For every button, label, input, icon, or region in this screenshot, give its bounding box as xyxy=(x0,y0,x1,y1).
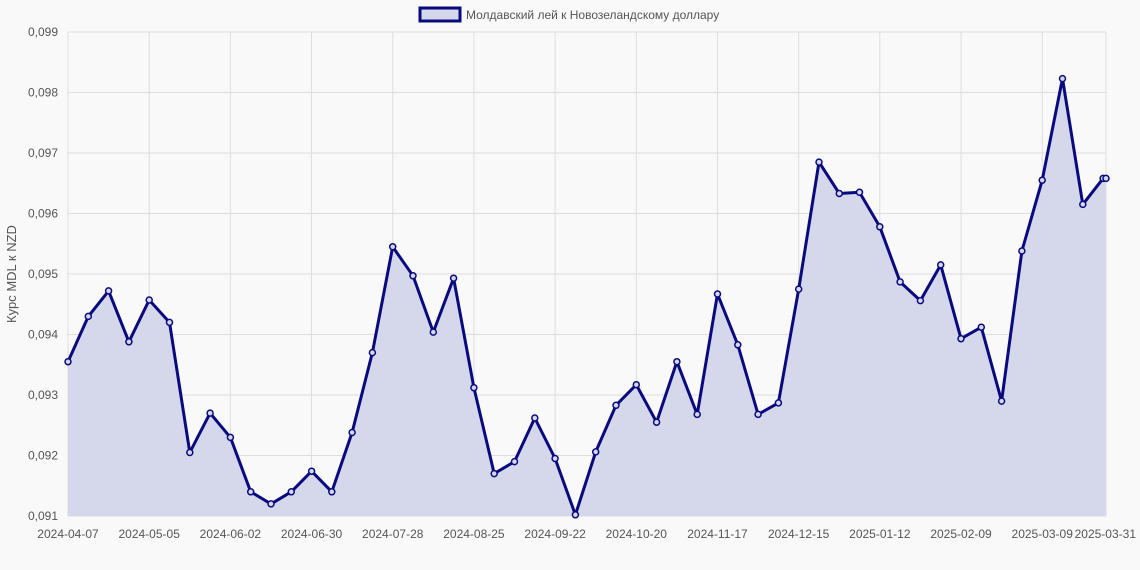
data-point xyxy=(287,488,296,496)
data-point xyxy=(429,328,438,336)
data-point xyxy=(551,454,559,463)
data-point xyxy=(1102,174,1110,183)
data-point xyxy=(165,318,174,327)
legend-swatch[interactable] xyxy=(418,6,462,23)
data-point xyxy=(815,158,823,166)
x-tick-label: 2024-05-05 xyxy=(118,527,180,541)
data-point xyxy=(348,428,356,437)
series-area xyxy=(68,78,1106,516)
x-tick-label: 2025-02-09 xyxy=(930,527,992,541)
x-axis-ticks: 2024-04-07 2024-05-05 2024-06-02 2024-06-30… xyxy=(37,527,1136,541)
x-tick-label: 2025-03-09 xyxy=(1012,527,1074,541)
data-point xyxy=(388,243,397,251)
data-point xyxy=(734,341,742,349)
data-points xyxy=(64,74,1110,519)
data-point xyxy=(206,409,214,417)
data-point xyxy=(896,278,904,286)
data-point xyxy=(246,488,255,496)
data-point xyxy=(957,334,965,343)
data-point xyxy=(267,500,275,508)
y-tick-label: 0,095 xyxy=(28,267,58,281)
data-point xyxy=(794,285,803,293)
data-point xyxy=(125,338,133,346)
data-point xyxy=(774,399,783,407)
y-tick-label: 0,092 xyxy=(28,449,58,463)
data-point xyxy=(591,448,600,456)
x-tick-label: 2024-09-22 xyxy=(524,527,586,541)
data-point xyxy=(449,274,458,282)
data-point xyxy=(876,223,884,231)
data-point xyxy=(1018,247,1026,255)
data-point xyxy=(470,383,478,392)
data-point xyxy=(64,357,72,366)
y-tick-label: 0,093 xyxy=(28,388,58,402)
x-tick-label: 2024-07-28 xyxy=(362,527,424,541)
data-point xyxy=(1058,74,1067,83)
data-point xyxy=(145,296,153,304)
y-axis-title: Курс MDL к NZD xyxy=(4,225,19,323)
data-point xyxy=(977,323,986,331)
data-point xyxy=(835,189,844,198)
data-point xyxy=(1079,200,1087,209)
data-point xyxy=(997,397,1006,405)
y-tick-label: 0,096 xyxy=(28,207,58,221)
data-point xyxy=(531,414,539,422)
x-tick-label: 2024-08-25 xyxy=(443,527,505,541)
data-point xyxy=(713,290,722,298)
y-tick-label: 0,098 xyxy=(28,86,58,100)
data-point xyxy=(571,511,580,519)
data-point xyxy=(936,261,945,269)
y-tick-label: 0,091 xyxy=(28,509,58,523)
data-point xyxy=(104,287,113,295)
data-point xyxy=(186,448,194,457)
x-tick-label: 2025-03-31 xyxy=(1075,527,1137,541)
x-tick-label: 2024-11-17 xyxy=(687,527,748,541)
data-point xyxy=(307,467,316,475)
x-tick-label: 2025-01-12 xyxy=(849,527,911,541)
y-tick-label: 0,097 xyxy=(28,146,58,160)
data-point xyxy=(612,401,620,410)
x-tick-label: 2024-12-15 xyxy=(768,527,830,541)
x-tick-label: 2024-10-20 xyxy=(606,527,668,541)
data-point xyxy=(490,469,498,478)
data-point xyxy=(754,410,762,419)
data-point xyxy=(673,357,681,366)
data-point xyxy=(84,312,93,321)
legend[interactable]: Молдавский лей к Новозеландскому доллару xyxy=(418,6,719,23)
y-tick-label: 0,099 xyxy=(28,25,58,39)
y-tick-label: 0,094 xyxy=(28,328,58,342)
data-point xyxy=(855,188,864,197)
data-point xyxy=(226,433,235,442)
legend-label[interactable]: Молдавский лей к Новозеландскому доллару xyxy=(466,8,719,22)
data-point xyxy=(632,380,641,389)
data-point xyxy=(652,418,661,426)
x-tick-label: 2024-04-07 xyxy=(37,527,99,541)
data-point xyxy=(368,348,377,357)
data-point xyxy=(916,296,925,305)
x-tick-label: 2024-06-02 xyxy=(200,527,262,541)
data-point xyxy=(1038,176,1046,184)
data-point xyxy=(328,488,336,496)
y-axis-ticks: 0,099 0,098 0,097 0,096 0,095 0,094 0,093 0,092… xyxy=(28,25,58,523)
data-point xyxy=(693,410,701,419)
data-point xyxy=(409,272,417,280)
data-point xyxy=(510,457,519,466)
x-tick-label: 2024-06-30 xyxy=(281,527,343,541)
